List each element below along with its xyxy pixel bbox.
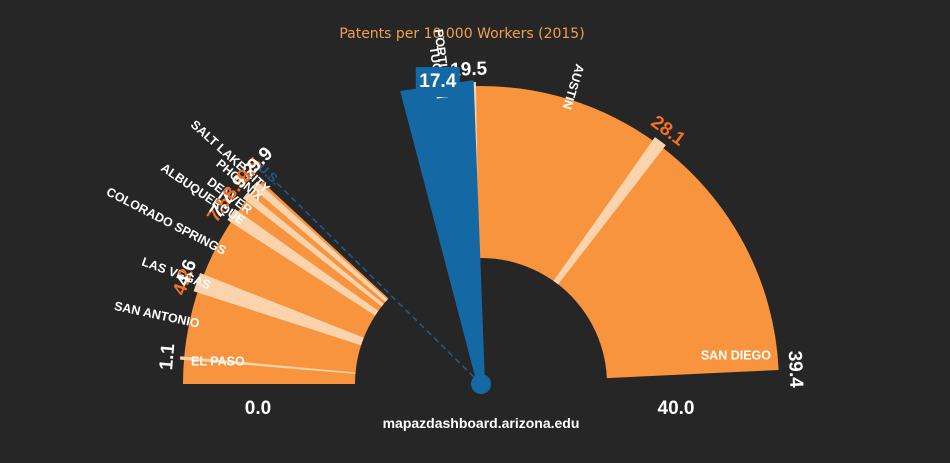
axis-max-label: 40.0	[658, 398, 695, 419]
us-reference-line	[275, 181, 482, 385]
value-label-san-diego: 39.4	[784, 350, 807, 388]
bar-san-antonio	[184, 287, 362, 374]
bar-austin	[469, 86, 659, 283]
value-label-tucson: 17.4	[419, 71, 456, 92]
city-label-austin: AUSTIN	[560, 62, 587, 111]
bar-san-diego	[555, 144, 779, 379]
bars-layer	[179, 80, 779, 394]
city-label-san-antonio: SAN ANTONIO	[113, 299, 201, 331]
separator-el-paso	[179, 356, 356, 374]
city-label-san-diego: SAN DIEGO	[701, 348, 771, 362]
center-pivot-dot	[471, 374, 491, 394]
bar-phoenix	[248, 186, 387, 306]
separator-san-antonio	[193, 281, 363, 346]
separator-austin	[553, 137, 666, 285]
separator-las-vegas	[196, 273, 364, 342]
bar-denver	[235, 197, 383, 313]
bar-tucson-highlight	[400, 80, 485, 384]
value-label-el-paso: 1.1	[156, 342, 179, 371]
city-label-el-paso: EL PASO	[191, 354, 245, 368]
separator-phoenix	[251, 181, 388, 302]
axis-min-label: 0.0	[245, 398, 271, 419]
source-url[interactable]: mapazdashboard.arizona.edu	[383, 415, 580, 431]
bar-colorado-springs	[202, 218, 377, 340]
separator-albuquerque	[230, 208, 379, 314]
bar-el-paso	[183, 358, 356, 384]
tucson-value-box	[415, 67, 460, 98]
chart-title: Patents per 10,000 Workers (2015)	[339, 26, 584, 42]
separator-denver	[242, 192, 384, 307]
